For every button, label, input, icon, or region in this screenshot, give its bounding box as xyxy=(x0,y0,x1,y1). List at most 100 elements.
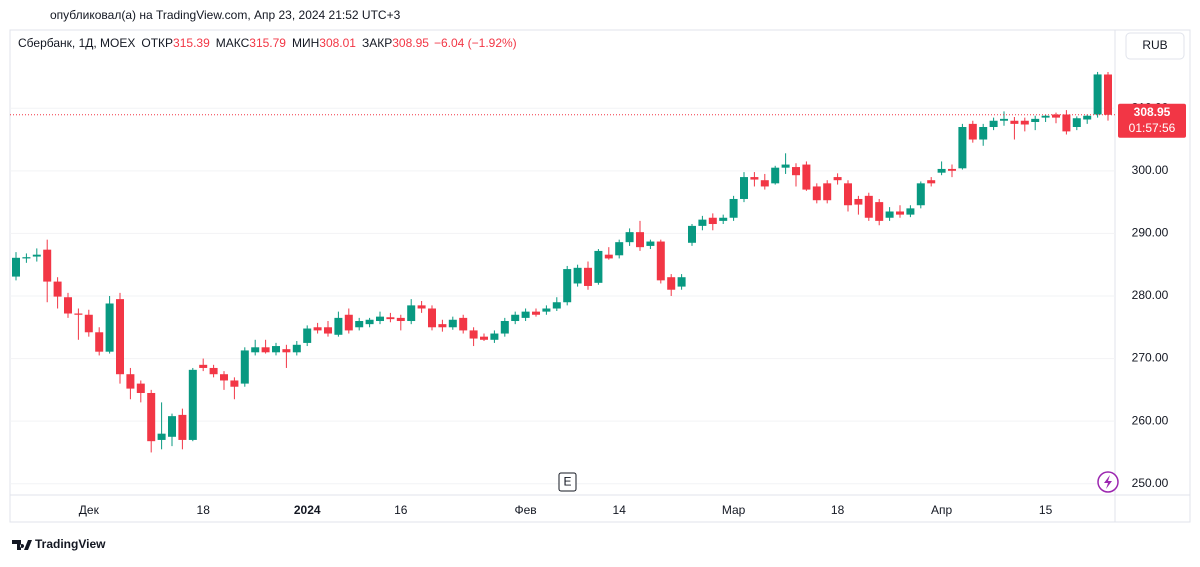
candle-body xyxy=(792,167,800,176)
high-label: МАКС xyxy=(216,36,250,50)
candle-body xyxy=(53,281,62,297)
candle-body xyxy=(480,336,488,340)
candle-body xyxy=(178,414,187,440)
countdown: 01:57:56 xyxy=(1129,121,1176,135)
candle-body xyxy=(573,267,582,284)
candle-body xyxy=(105,303,114,352)
candle-body xyxy=(698,219,707,226)
candle-body xyxy=(209,367,218,375)
candle-body xyxy=(199,364,208,368)
candle-body xyxy=(157,433,166,440)
candle-body xyxy=(1020,120,1029,125)
candle-body xyxy=(677,277,686,287)
candle-body xyxy=(500,321,509,334)
open-label: ОТКР xyxy=(141,36,173,50)
x-tick-label: 18 xyxy=(197,503,211,517)
candle-body xyxy=(220,374,228,381)
candle-body xyxy=(864,195,873,218)
candle-body xyxy=(292,344,301,353)
low-value: 308.01 xyxy=(319,36,356,50)
candle-body xyxy=(688,225,696,243)
y-tick-label: 250.00 xyxy=(1132,476,1169,490)
candle-body xyxy=(469,330,478,339)
candle-body xyxy=(126,374,135,389)
candle-body xyxy=(521,311,530,318)
candle-body xyxy=(1083,115,1092,120)
candle-body xyxy=(1104,74,1112,115)
candle-body xyxy=(552,302,561,309)
candle-body xyxy=(168,416,176,437)
low-label: МИН xyxy=(292,36,319,50)
candle-body xyxy=(188,369,197,440)
x-tick-label: Дек xyxy=(79,503,100,517)
candle-body xyxy=(230,380,239,387)
logo xyxy=(12,540,32,550)
candle-body xyxy=(1052,114,1060,118)
candle-body xyxy=(74,313,83,315)
candle-body xyxy=(656,241,665,281)
candle-body xyxy=(43,249,52,282)
candles xyxy=(10,71,1115,453)
candle-body xyxy=(1072,118,1081,128)
candle-body xyxy=(646,241,655,246)
candle-body xyxy=(428,308,436,328)
candle-body xyxy=(240,350,249,384)
high-value: 315.79 xyxy=(249,36,286,50)
candle-body xyxy=(968,123,977,140)
candle-body xyxy=(896,211,904,215)
candle-body xyxy=(1031,118,1040,122)
candle-body xyxy=(407,305,416,322)
candle-body xyxy=(1093,74,1102,115)
x-tick-label: 2024 xyxy=(294,503,321,517)
candle-body xyxy=(282,349,291,353)
currency-button[interactable] xyxy=(1125,32,1185,60)
candle-body xyxy=(833,177,842,181)
x-tick-label: Мар xyxy=(722,503,746,517)
axes: 250.00260.00270.00280.00290.00300.00310.… xyxy=(79,100,1186,517)
candle-body xyxy=(32,254,41,257)
candle-body xyxy=(604,254,613,259)
open-value: 315.39 xyxy=(173,36,210,50)
candle-body xyxy=(906,208,915,215)
candle-body xyxy=(750,177,759,180)
candle-body xyxy=(937,168,946,173)
candle-body xyxy=(979,127,988,140)
x-tick-label: 15 xyxy=(1039,503,1053,517)
candle-body xyxy=(542,308,551,312)
x-tick-label: 14 xyxy=(613,503,627,517)
candle-body xyxy=(532,311,540,315)
last-price: 308.95 xyxy=(1134,105,1171,119)
y-tick-label: 280.00 xyxy=(1132,288,1169,302)
last-price-tag xyxy=(1118,103,1186,138)
candle-body xyxy=(386,317,395,320)
candle-body xyxy=(729,198,738,218)
candle-body xyxy=(396,317,405,322)
x-tick-label: Фев xyxy=(515,503,537,517)
candle-body xyxy=(771,167,780,184)
candle-body xyxy=(303,328,312,343)
candle-body xyxy=(740,177,748,199)
candle-body xyxy=(334,317,343,335)
event-marker[interactable]: E xyxy=(563,475,571,489)
candle-body xyxy=(376,316,384,322)
candle-body xyxy=(916,183,925,206)
brand: TradingView xyxy=(35,537,106,551)
candle-body xyxy=(989,120,998,128)
close-value: 308.95 xyxy=(392,36,429,50)
candle-body xyxy=(1041,115,1050,118)
candle-body xyxy=(365,319,374,325)
y-tick-label: 270.00 xyxy=(1132,351,1169,365)
candle-body xyxy=(708,217,717,225)
event-marker-box[interactable] xyxy=(558,472,577,492)
candle-body xyxy=(875,202,884,221)
candle-body xyxy=(885,211,894,218)
candle-body xyxy=(344,314,353,331)
candle-body xyxy=(667,277,676,290)
candle-body xyxy=(1062,114,1071,132)
candle-body xyxy=(636,232,644,248)
candle-body xyxy=(438,324,447,328)
candle-body xyxy=(459,317,468,331)
currency[interactable]: RUB xyxy=(1142,38,1167,52)
